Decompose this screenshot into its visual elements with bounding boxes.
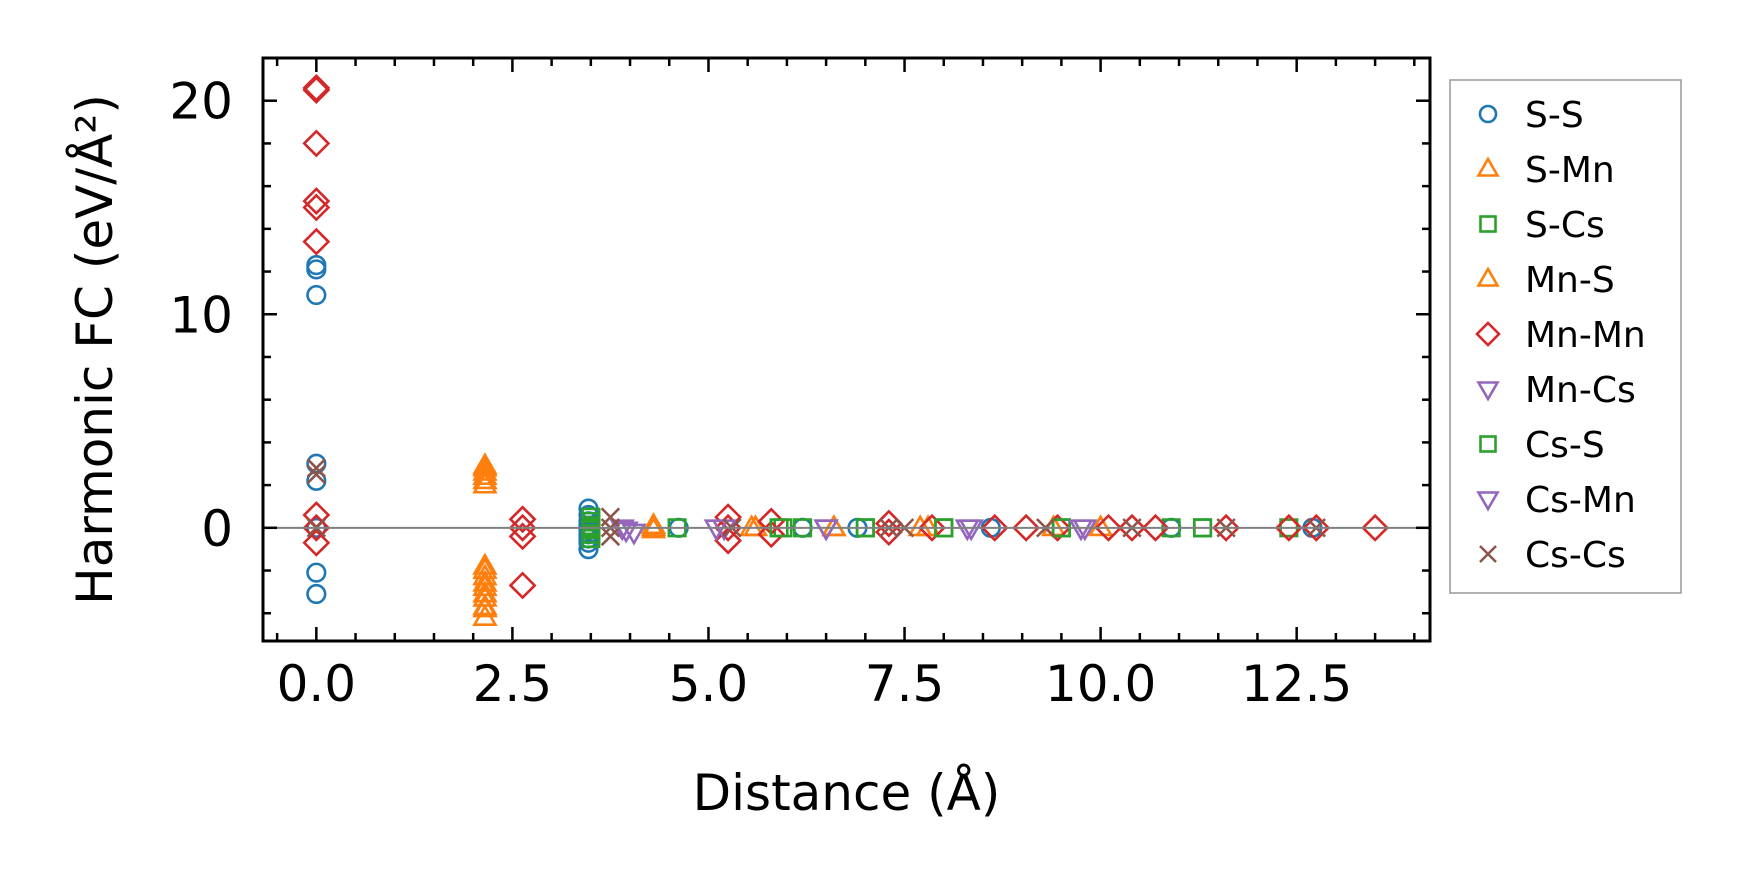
data-point: [581, 528, 601, 549]
data-point: [980, 513, 1009, 542]
data-point: [1212, 513, 1241, 542]
data-point: [472, 454, 498, 477]
series-mn-s: [472, 454, 941, 618]
data-point: [1094, 513, 1123, 542]
data-point: [738, 514, 765, 537]
x-tick-labels: 0.0 2.5 5.0 7.5 10.0 12.5: [277, 655, 1353, 713]
data-point: [302, 528, 331, 557]
data-point: [714, 526, 743, 555]
x-tick-label: 12.5: [1241, 655, 1352, 713]
x-axis-title: Distance (Å): [693, 764, 1001, 822]
data-point: [757, 520, 786, 549]
data-point: [813, 519, 839, 542]
x-tick-label: 5.0: [669, 655, 749, 713]
legend-marker: [1478, 104, 1498, 124]
data-point: [472, 569, 498, 592]
series-s-mn: [472, 452, 1114, 626]
data-point: [302, 227, 331, 256]
legend-marker: [1479, 215, 1497, 233]
y-axis-title: Harmonic FC (eV/Å²): [66, 94, 124, 605]
legend-label: Cs-Cs: [1525, 535, 1626, 576]
data-point: [306, 255, 327, 276]
legend-label: Cs-S: [1525, 425, 1605, 466]
data-point: [472, 556, 498, 579]
legend-marker: [1479, 435, 1497, 453]
legend-label: Cs-Mn: [1525, 480, 1636, 521]
data-point: [600, 526, 621, 547]
y-tick-labels: 0 10 20: [169, 73, 233, 558]
legend-marker: [1479, 545, 1497, 563]
x-tick-label: 10.0: [1045, 655, 1156, 713]
data-point: [508, 505, 537, 534]
x-tick-label: 7.5: [865, 655, 945, 713]
data-point: [302, 193, 331, 222]
data-point: [472, 458, 498, 481]
data-point: [306, 259, 327, 280]
data-point: [874, 518, 903, 547]
data-point: [874, 509, 903, 538]
data-point: [472, 467, 498, 490]
y-tick-label: 20: [169, 73, 233, 131]
legend-label: Mn-Mn: [1525, 315, 1646, 356]
legend-label: S-Mn: [1525, 150, 1615, 191]
legend: S-S S-Mn S-Cs Mn-S Mn-Mn Mn-Cs Cs-S Cs-Mn Cs-Cs: [1449, 79, 1682, 594]
data-point: [1141, 513, 1170, 542]
legend-marker: [1476, 491, 1500, 512]
data-point: [302, 73, 331, 102]
data-point: [472, 471, 498, 494]
series-s-s: [306, 255, 1323, 605]
data-point: [472, 580, 498, 603]
legend-label: Mn-S: [1525, 260, 1615, 301]
data-point: [302, 187, 331, 216]
x-tick-label: 0.0: [277, 655, 357, 713]
x-tick-label: 2.5: [473, 655, 553, 713]
legend-marker: [1476, 266, 1500, 287]
data-point: [1087, 514, 1114, 537]
legend-label: S-Cs: [1525, 205, 1605, 246]
marker-layer: [302, 73, 1390, 626]
legend-marker: [1476, 156, 1500, 177]
data-point: [472, 595, 498, 618]
data-point: [613, 521, 639, 544]
legend-marker: [1476, 381, 1500, 402]
data-point: [1012, 513, 1041, 542]
data-point: [306, 458, 327, 478]
y-tick-label: 10: [169, 286, 233, 344]
data-point: [578, 539, 599, 560]
series-mn-mn: [302, 73, 1390, 600]
data-point: [302, 513, 331, 542]
data-point: [508, 513, 537, 542]
data-point: [306, 464, 327, 485]
data-point: [821, 514, 847, 537]
data-point: [640, 514, 667, 537]
data-point: [302, 129, 331, 158]
legend-marker: [1475, 321, 1501, 347]
data-point: [918, 513, 946, 542]
data-point: [1302, 513, 1331, 542]
data-point: [306, 562, 327, 583]
data-point: [1361, 513, 1390, 542]
data-point: [1068, 519, 1094, 542]
data-point: [508, 571, 537, 600]
y-tick-label: 0: [201, 500, 233, 558]
data-point: [302, 76, 331, 104]
data-point: [958, 519, 984, 542]
series-cs-cs: [306, 458, 1326, 547]
data-point: [1118, 513, 1146, 542]
legend-label: S-S: [1525, 95, 1584, 136]
data-point: [306, 583, 327, 605]
data-point: [306, 470, 327, 491]
plot-frame: [261, 56, 1432, 643]
data-point: [1274, 513, 1303, 542]
legend-label: Mn-Cs: [1525, 370, 1636, 411]
data-point: [578, 504, 599, 526]
axes-box: [261, 56, 1432, 643]
data-point: [306, 284, 327, 306]
data-point: [508, 522, 537, 551]
